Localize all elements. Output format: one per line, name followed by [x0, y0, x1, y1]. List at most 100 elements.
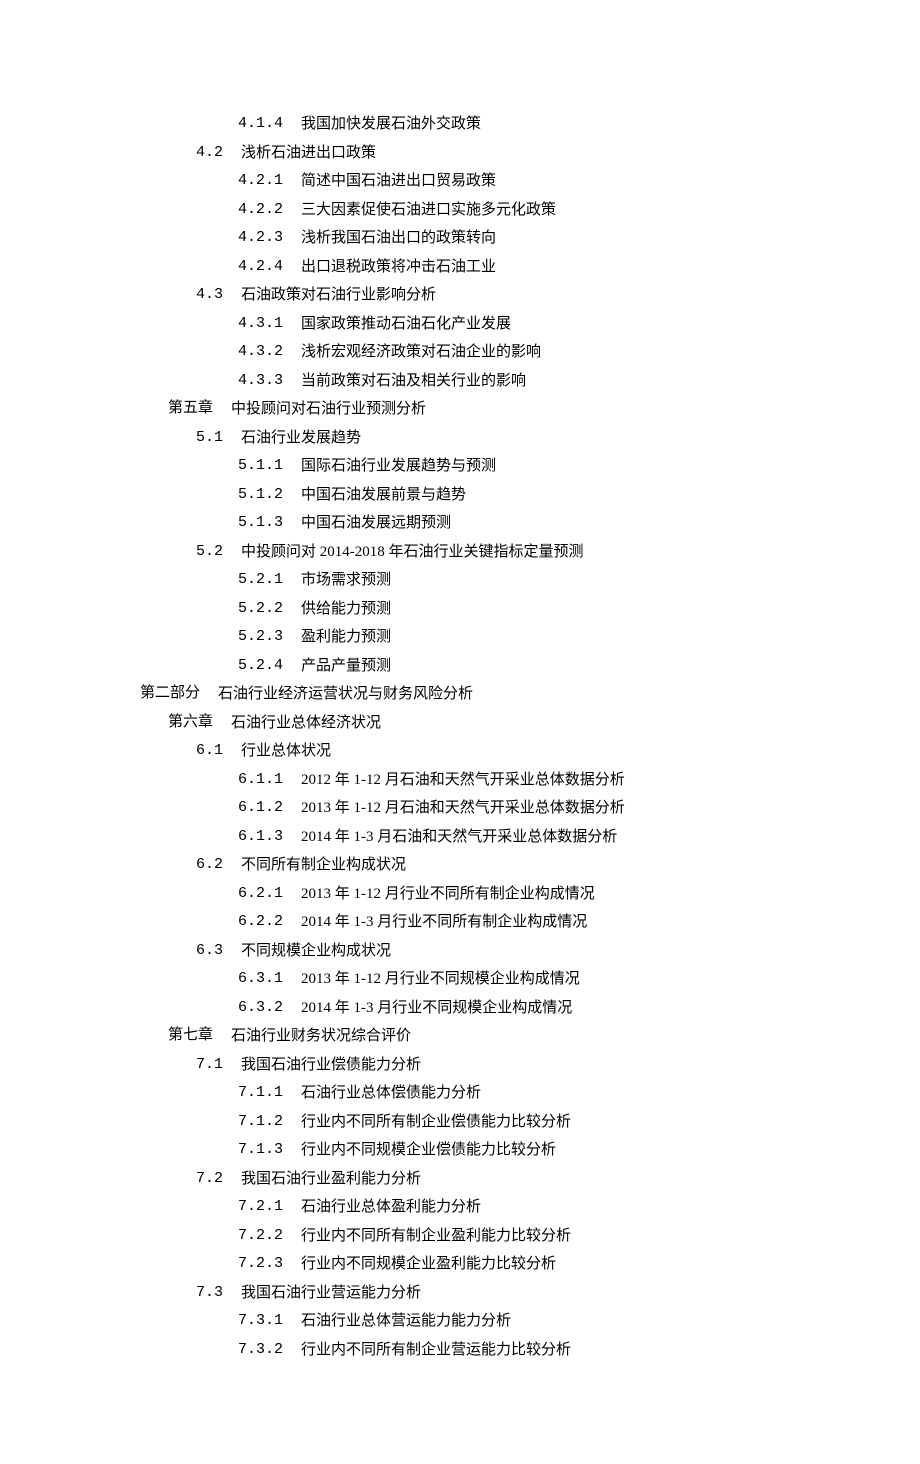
toc-entry-number: 4.3.2 — [238, 338, 283, 367]
toc-entry-gap — [283, 367, 301, 396]
toc-entry-gap — [283, 1193, 301, 1222]
toc-entry-number: 4.1.4 — [238, 110, 283, 139]
toc-entry-number: 6.3.2 — [238, 994, 283, 1023]
toc-entry: 4.3.3 当前政策对石油及相关行业的影响 — [238, 367, 820, 396]
toc-entry: 7.3.1 石油行业总体营运能力能力分析 — [238, 1307, 820, 1336]
toc-entry: 5.1.1 国际石油行业发展趋势与预测 — [238, 452, 820, 481]
toc-entry-title: 行业总体状况 — [241, 737, 331, 766]
toc-entry-title: 不同所有制企业构成状况 — [241, 851, 406, 880]
toc-entry: 第二部分 石油行业经济运营状况与财务风险分析 — [140, 680, 820, 709]
toc-entry: 7.3.2 行业内不同所有制企业营运能力比较分析 — [238, 1336, 820, 1365]
toc-entry-number: 4.3.3 — [238, 367, 283, 396]
toc-entry-gap — [283, 167, 301, 196]
toc-entry: 6.3.1 2013 年 1-12 月行业不同规模企业构成情况 — [238, 965, 820, 994]
toc-entry-number: 5.2.2 — [238, 595, 283, 624]
toc-entry-number: 6.1 — [196, 737, 223, 766]
toc-entry-gap — [223, 1279, 241, 1308]
toc-entry-gap — [223, 538, 241, 567]
toc-entry: 6.1 行业总体状况 — [196, 737, 820, 766]
toc-entry: 6.1.3 2014 年 1-3 月石油和天然气开采业总体数据分析 — [238, 823, 820, 852]
toc-entry-title: 2013 年 1-12 月石油和天然气开采业总体数据分析 — [301, 794, 625, 823]
toc-entry-number: 6.3.1 — [238, 965, 283, 994]
toc-entry-gap — [223, 1165, 241, 1194]
toc-entry: 第六章 石油行业总体经济状况 — [168, 709, 820, 738]
toc-entry-gap — [283, 794, 301, 823]
toc-entry-number: 4.2.1 — [238, 167, 283, 196]
toc-entry-title: 浅析宏观经济政策对石油企业的影响 — [301, 338, 541, 367]
toc-entry-title: 我国石油行业营运能力分析 — [241, 1279, 421, 1308]
toc-entry: 6.2 不同所有制企业构成状况 — [196, 851, 820, 880]
toc-entry: 5.1.2 中国石油发展前景与趋势 — [238, 481, 820, 510]
toc-entry-title: 我国石油行业盈利能力分析 — [241, 1165, 421, 1194]
toc-entry-number: 第七章 — [168, 1022, 213, 1051]
toc-entry: 4.2.3 浅析我国石油出口的政策转向 — [238, 224, 820, 253]
toc-entry: 5.2.3 盈利能力预测 — [238, 623, 820, 652]
toc-entry-title: 2014 年 1-3 月行业不同规模企业构成情况 — [301, 994, 572, 1023]
toc-entry-number: 4.3.1 — [238, 310, 283, 339]
toc-entry-title: 中投顾问对石油行业预测分析 — [231, 395, 426, 424]
toc-entry: 5.2.2 供给能力预测 — [238, 595, 820, 624]
toc-entry: 6.2.2 2014 年 1-3 月行业不同所有制企业构成情况 — [238, 908, 820, 937]
toc-entry: 6.3.2 2014 年 1-3 月行业不同规模企业构成情况 — [238, 994, 820, 1023]
toc-entry-number: 7.2.2 — [238, 1222, 283, 1251]
toc-entry-title: 行业内不同规模企业盈利能力比较分析 — [301, 1250, 556, 1279]
toc-entry-title: 中国石油发展前景与趋势 — [301, 481, 466, 510]
toc-entry-gap — [283, 224, 301, 253]
toc-entry-gap — [283, 880, 301, 909]
toc-entry-title: 2014 年 1-3 月行业不同所有制企业构成情况 — [301, 908, 587, 937]
toc-entry-number: 7.2.1 — [238, 1193, 283, 1222]
toc-entry: 7.2.2 行业内不同所有制企业盈利能力比较分析 — [238, 1222, 820, 1251]
toc-entry-title: 我国加快发展石油外交政策 — [301, 110, 481, 139]
toc-entry-title: 石油行业总体偿债能力分析 — [301, 1079, 481, 1108]
toc-entry-title: 石油行业总体经济状况 — [231, 709, 381, 738]
toc-entry-gap — [283, 196, 301, 225]
toc-entry: 4.3.1 国家政策推动石油石化产业发展 — [238, 310, 820, 339]
toc-entry: 7.2.3 行业内不同规模企业盈利能力比较分析 — [238, 1250, 820, 1279]
document-page: 4.1.4 我国加快发展石油外交政策4.2 浅析石油进出口政策4.2.1 简述中… — [0, 0, 920, 1464]
toc-entry-number: 7.2 — [196, 1165, 223, 1194]
toc-entry-title: 石油行业总体营运能力能力分析 — [301, 1307, 511, 1336]
toc-entry-title: 石油行业发展趋势 — [241, 424, 361, 453]
toc-entry-gap — [223, 424, 241, 453]
toc-entry-number: 7.3.1 — [238, 1307, 283, 1336]
toc-entry-title: 行业内不同所有制企业营运能力比较分析 — [301, 1336, 571, 1365]
toc-entry-number: 7.1.2 — [238, 1108, 283, 1137]
toc-entry: 6.2.1 2013 年 1-12 月行业不同所有制企业构成情况 — [238, 880, 820, 909]
toc-entry-number: 6.2 — [196, 851, 223, 880]
toc-entry: 4.3.2 浅析宏观经济政策对石油企业的影响 — [238, 338, 820, 367]
toc-entry: 4.2.4 出口退税政策将冲击石油工业 — [238, 253, 820, 282]
toc-entry: 4.2 浅析石油进出口政策 — [196, 139, 820, 168]
toc-entry-title: 我国石油行业偿债能力分析 — [241, 1051, 421, 1080]
toc-entry-gap — [283, 338, 301, 367]
toc-entry-title: 行业内不同所有制企业盈利能力比较分析 — [301, 1222, 571, 1251]
toc-entry-gap — [213, 1022, 231, 1051]
toc-entry-number: 5.1 — [196, 424, 223, 453]
toc-entry-gap — [283, 908, 301, 937]
toc-entry-title: 2014 年 1-3 月石油和天然气开采业总体数据分析 — [301, 823, 617, 852]
toc-list: 4.1.4 我国加快发展石油外交政策4.2 浅析石油进出口政策4.2.1 简述中… — [140, 110, 820, 1364]
toc-entry-title: 2012 年 1-12 月石油和天然气开采业总体数据分析 — [301, 766, 625, 795]
toc-entry: 4.3 石油政策对石油行业影响分析 — [196, 281, 820, 310]
toc-entry-number: 5.1.1 — [238, 452, 283, 481]
toc-entry: 4.1.4 我国加快发展石油外交政策 — [238, 110, 820, 139]
toc-entry-gap — [283, 1108, 301, 1137]
toc-entry-title: 盈利能力预测 — [301, 623, 391, 652]
toc-entry-number: 4.2 — [196, 139, 223, 168]
toc-entry: 6.1.1 2012 年 1-12 月石油和天然气开采业总体数据分析 — [238, 766, 820, 795]
toc-entry-title: 当前政策对石油及相关行业的影响 — [301, 367, 526, 396]
toc-entry: 6.3 不同规模企业构成状况 — [196, 937, 820, 966]
toc-entry: 5.1.3 中国石油发展远期预测 — [238, 509, 820, 538]
toc-entry-gap — [283, 1307, 301, 1336]
toc-entry-gap — [283, 509, 301, 538]
toc-entry: 7.3 我国石油行业营运能力分析 — [196, 1279, 820, 1308]
toc-entry-number: 5.2 — [196, 538, 223, 567]
toc-entry-number: 5.2.4 — [238, 652, 283, 681]
toc-entry: 5.2 中投顾问对 2014-2018 年石油行业关键指标定量预测 — [196, 538, 820, 567]
toc-entry: 5.1 石油行业发展趋势 — [196, 424, 820, 453]
toc-entry: 7.1.3 行业内不同规模企业偿债能力比较分析 — [238, 1136, 820, 1165]
toc-entry: 第五章 中投顾问对石油行业预测分析 — [168, 395, 820, 424]
toc-entry-gap — [223, 139, 241, 168]
toc-entry-title: 出口退税政策将冲击石油工业 — [301, 253, 496, 282]
toc-entry-number: 7.2.3 — [238, 1250, 283, 1279]
toc-entry-gap — [223, 1051, 241, 1080]
